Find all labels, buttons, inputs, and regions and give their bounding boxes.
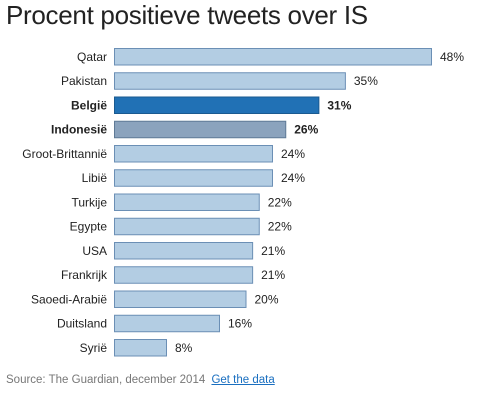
bar-usa (114, 242, 254, 260)
value-label-egypte: 22% (268, 220, 292, 234)
value-label-groot-brittannie: 24% (281, 147, 305, 161)
bar-frankrijk (114, 266, 254, 284)
value-label-duitsland: 16% (228, 317, 252, 331)
category-label-turkije: Turkije (71, 195, 107, 209)
category-label-qatar: Qatar (77, 50, 107, 64)
value-label-turkije: 22% (268, 195, 292, 209)
category-label-belgie: België (71, 98, 107, 112)
category-label-usa: USA (82, 244, 107, 258)
category-label-libie: Libië (82, 171, 108, 185)
bar-indonesie (114, 120, 287, 139)
bar-pakistan (114, 72, 346, 90)
bar-egypte (114, 217, 260, 236)
source-text: Source: The Guardian, december 2014 (6, 374, 206, 386)
bar-groot-brittannie (114, 145, 273, 163)
bar-turkije (114, 193, 260, 211)
bar-duitsland (114, 314, 220, 333)
value-label-saoedi-arabie: 20% (255, 292, 279, 306)
category-label-egypte: Egypte (70, 220, 108, 234)
value-label-libie: 24% (281, 171, 305, 185)
value-label-usa: 21% (261, 244, 285, 258)
value-label-pakistan: 35% (354, 74, 378, 88)
category-label-syrie: Syrië (80, 341, 108, 355)
chart-title: Procent positieve tweets over IS (6, 0, 368, 30)
category-label-duitsland: Duitsland (57, 317, 107, 331)
bar-belgie (114, 96, 320, 114)
source-note: Source: The Guardian, december 2014 Get … (6, 374, 275, 386)
category-label-pakistan: Pakistan (61, 74, 107, 88)
category-label-indonesie: Indonesië (51, 123, 107, 137)
get-the-data-link[interactable]: Get the data (211, 374, 275, 386)
category-label-frankrijk: Frankrijk (61, 268, 108, 282)
value-label-qatar: 48% (440, 50, 464, 64)
category-label-saoedi-arabie: Saoedi-Arabië (31, 292, 107, 306)
bar-qatar (114, 48, 432, 66)
bar-saoedi-arabie (114, 290, 247, 308)
value-label-syrie: 8% (175, 341, 193, 355)
bar-syrie (114, 339, 167, 357)
value-label-indonesie: 26% (294, 123, 318, 137)
value-label-belgie: 31% (327, 98, 351, 112)
value-label-frankrijk: 21% (261, 268, 285, 282)
category-label-groot-brittannie: Groot-Brittannië (22, 147, 107, 161)
bar-libie (114, 169, 273, 187)
